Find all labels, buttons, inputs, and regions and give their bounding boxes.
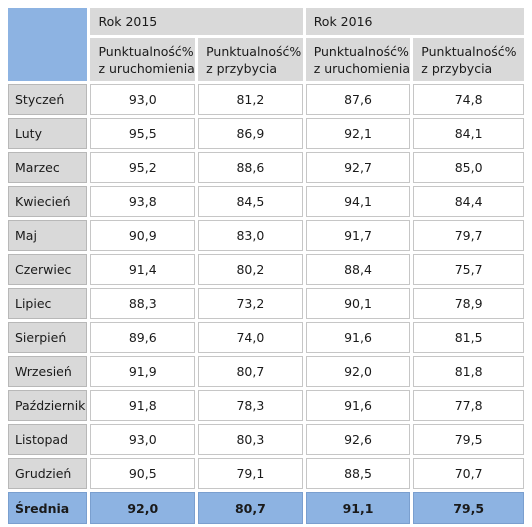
value-2016-arrival: 75,7 [413, 254, 524, 285]
value-2016-arrival: 81,8 [413, 356, 524, 387]
value-2016-departure: 91,6 [305, 322, 411, 353]
month-cell: Sierpień [8, 322, 88, 353]
year-2015-header: Rok 2015 [90, 8, 303, 35]
month-cell: Grudzień [8, 458, 88, 489]
value-2016-departure: 87,6 [305, 84, 411, 115]
header-line-2: z przybycia [206, 60, 277, 76]
month-cell: Luty [8, 118, 88, 149]
value-2015-arrival: 80,2 [198, 254, 303, 285]
value-2016-arrival: 79,7 [413, 220, 524, 251]
value-2016-arrival: 77,8 [413, 390, 524, 421]
value-2016-departure: 92,7 [305, 152, 411, 183]
table-row: Kwiecień 93,8 84,5 94,1 84,4 [8, 186, 524, 217]
column-header-row: Punktualność% z uruchomienia Punktualność… [8, 38, 524, 81]
value-2015-departure: 89,6 [90, 322, 196, 353]
value-2015-departure: 90,5 [90, 458, 196, 489]
table-row: Luty 95,5 86,9 92,1 84,1 [8, 118, 524, 149]
table-row: Lipiec 88,3 73,2 90,1 78,9 [8, 288, 524, 319]
value-2015-departure: 91,4 [90, 254, 196, 285]
average-2016-arrival: 79,5 [413, 492, 524, 524]
value-2015-departure: 90,9 [90, 220, 196, 251]
value-2015-departure: 91,8 [90, 390, 196, 421]
value-2016-departure: 90,1 [305, 288, 411, 319]
value-2016-arrival: 79,5 [413, 424, 524, 455]
value-2015-departure: 95,2 [90, 152, 196, 183]
punctuality-table-container: Rok 2015 Rok 2016 Punktualność% z uruchom… [5, 5, 527, 524]
header-2016-arrival: Punktualność% z przybycia [413, 38, 524, 81]
value-2015-departure: 93,0 [90, 424, 196, 455]
value-2016-departure: 88,4 [305, 254, 411, 285]
month-cell: Kwiecień [8, 186, 88, 217]
value-2016-arrival: 70,7 [413, 458, 524, 489]
value-2015-arrival: 84,5 [198, 186, 303, 217]
table-body: Styczeń 93,0 81,2 87,6 74,8 Luty 95,5 86,9 92,1 8… [8, 84, 524, 489]
value-2015-arrival: 74,0 [198, 322, 303, 353]
average-row: Średnia 92,0 80,7 91,1 79,5 [8, 492, 524, 524]
value-2015-arrival: 73,2 [198, 288, 303, 319]
table-row: Grudzień 90,5 79,1 88,5 70,7 [8, 458, 524, 489]
value-2015-departure: 93,0 [90, 84, 196, 115]
value-2016-arrival: 81,5 [413, 322, 524, 353]
corner-cell [8, 8, 88, 81]
value-2016-arrival: 78,9 [413, 288, 524, 319]
value-2015-departure: 93,8 [90, 186, 196, 217]
table-row: Marzec 95,2 88,6 92,7 85,0 [8, 152, 524, 183]
header-2015-arrival: Punktualność% z przybycia [198, 38, 303, 81]
month-cell: Maj [8, 220, 88, 251]
year-header-row: Rok 2015 Rok 2016 [8, 8, 524, 81]
average-2016-departure: 91,1 [305, 492, 411, 524]
header-2015-departure: Punktualność% z uruchomienia [90, 38, 196, 81]
header-line-1: Punktualność% [98, 43, 194, 59]
value-2016-departure: 88,5 [305, 458, 411, 489]
value-2016-departure: 92,1 [305, 118, 411, 149]
month-cell: Lipiec [8, 288, 88, 319]
value-2015-arrival: 78,3 [198, 390, 303, 421]
month-cell: Październik [8, 390, 88, 421]
value-2016-departure: 92,0 [305, 356, 411, 387]
value-2015-arrival: 86,9 [198, 118, 303, 149]
value-2015-arrival: 80,3 [198, 424, 303, 455]
value-2016-departure: 92,6 [305, 424, 411, 455]
table-row: Październik 91,8 78,3 91,6 77,8 [8, 390, 524, 421]
table-row: Wrzesień 91,9 80,7 92,0 81,8 [8, 356, 524, 387]
header-line-2: z uruchomienia [313, 60, 411, 76]
header-line-2: z uruchomienia [98, 60, 195, 76]
value-2016-arrival: 84,4 [413, 186, 524, 217]
average-2015-departure: 92,0 [90, 492, 196, 524]
value-2016-arrival: 84,1 [413, 118, 524, 149]
value-2015-arrival: 83,0 [198, 220, 303, 251]
value-2015-arrival: 88,6 [198, 152, 303, 183]
header-2016-departure: Punktualność% z uruchomienia [305, 38, 411, 81]
value-2016-departure: 94,1 [305, 186, 411, 217]
table-row: Maj 90,9 83,0 91,7 79,7 [8, 220, 524, 251]
table-row: Styczeń 93,0 81,2 87,6 74,8 [8, 84, 524, 115]
month-cell: Czerwiec [8, 254, 88, 285]
value-2016-departure: 91,6 [305, 390, 411, 421]
month-cell: Styczeń [8, 84, 88, 115]
value-2015-arrival: 81,2 [198, 84, 303, 115]
value-2015-departure: 91,9 [90, 356, 196, 387]
value-2016-arrival: 85,0 [413, 152, 524, 183]
month-cell: Wrzesień [8, 356, 88, 387]
header-line-1: Punktualność% [206, 43, 302, 59]
header-line-1: Punktualność% [421, 43, 517, 59]
value-2015-departure: 88,3 [90, 288, 196, 319]
punctuality-table: Rok 2015 Rok 2016 Punktualność% z uruchom… [5, 5, 527, 527]
header-line-1: Punktualność% [313, 43, 409, 59]
header-line-2: z przybycia [421, 60, 493, 76]
value-2015-arrival: 79,1 [198, 458, 303, 489]
table-row: Czerwiec 91,4 80,2 88,4 75,7 [8, 254, 524, 285]
month-cell: Listopad [8, 424, 88, 455]
average-2015-arrival: 80,7 [198, 492, 303, 524]
month-cell: Marzec [8, 152, 88, 183]
table-row: Listopad 93,0 80,3 92,6 79,5 [8, 424, 524, 455]
value-2015-arrival: 80,7 [198, 356, 303, 387]
year-2016-header: Rok 2016 [305, 8, 524, 35]
value-2016-arrival: 74,8 [413, 84, 524, 115]
average-label: Średnia [8, 492, 88, 524]
table-row: Sierpień 89,6 74,0 91,6 81,5 [8, 322, 524, 353]
value-2016-departure: 91,7 [305, 220, 411, 251]
value-2015-departure: 95,5 [90, 118, 196, 149]
